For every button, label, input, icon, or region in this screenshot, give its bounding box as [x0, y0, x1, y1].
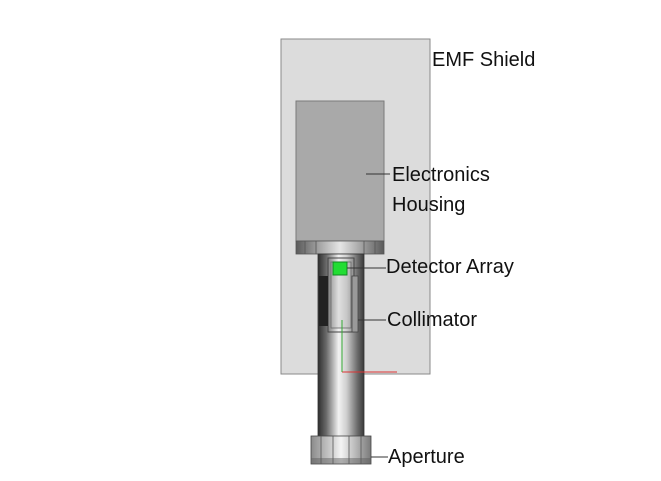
collimator-label: Collimator — [387, 309, 478, 331]
electronics-housing-label-line2: Housing — [392, 194, 466, 216]
emf-shield-label: EMF Shield — [432, 49, 536, 71]
housing-flange — [295, 240, 385, 255]
aperture-label: Aperture — [388, 446, 465, 468]
detector-array-label: Detector Array — [386, 256, 514, 278]
electronics-housing-label-line1: Electronics — [392, 164, 490, 186]
detector-array — [332, 261, 348, 276]
aperture — [310, 435, 372, 465]
leader-lines — [347, 173, 390, 458]
coordinate-axes — [341, 320, 397, 373]
electronics-housing — [295, 100, 385, 242]
collimator — [319, 257, 359, 333]
